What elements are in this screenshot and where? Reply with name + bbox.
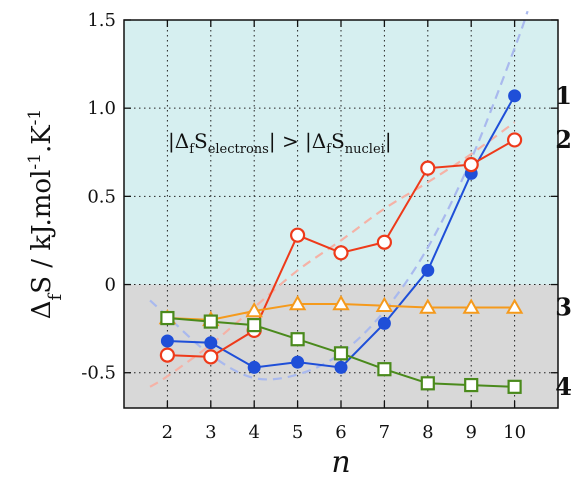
series-label-3: 3 — [555, 292, 572, 321]
annotation-part: f — [326, 142, 332, 157]
data-point — [160, 334, 174, 348]
y-axis-title: ΔfS / kJ.mol-1.K-1 — [25, 109, 66, 319]
series-label-2: 2 — [555, 125, 572, 154]
data-point — [419, 298, 437, 314]
annotation-part: | > |Δ — [269, 129, 326, 154]
data-point — [333, 245, 349, 261]
data-point — [247, 360, 261, 374]
data-point — [505, 298, 524, 314]
data-point — [247, 318, 262, 333]
y-axis-title-part: Δ — [27, 300, 57, 319]
y-axis-title-part: -1 — [25, 109, 45, 126]
annotation-part: S — [194, 129, 208, 153]
series-labels: 1 2 3 4 — [555, 81, 572, 401]
y-tick-label: 0.5 — [87, 186, 116, 207]
y-tick-label: -0.5 — [81, 363, 116, 384]
x-axis-title: n — [331, 445, 350, 480]
data-point — [333, 346, 349, 361]
data-point — [204, 336, 218, 350]
data-series — [158, 89, 524, 394]
data-point — [377, 316, 391, 330]
data-point — [507, 379, 522, 394]
x-tick-label: 5 — [292, 422, 303, 443]
data-point — [421, 263, 435, 277]
fit-curve — [149, 121, 516, 388]
data-point — [376, 234, 392, 250]
data-point — [462, 298, 480, 314]
annotation-part: |Δ — [168, 129, 189, 154]
series-label-1: 1 — [555, 81, 572, 110]
annotation-text: |ΔfSelectrons| > |ΔfSnuclei| — [168, 129, 392, 157]
axis-ticks: 2 3 4 5 6 7 8 9 10 -0.5 0 0.5 1.0 1.5 — [81, 10, 558, 443]
x-tick-label: 4 — [248, 422, 259, 443]
annotation-part: | — [385, 129, 392, 154]
series-label-4: 4 — [555, 372, 572, 401]
data-point — [159, 347, 175, 363]
annotation-part: electrons — [208, 142, 269, 157]
y-tick-label: 0 — [105, 275, 116, 296]
y-axis-title-part: f — [45, 292, 66, 300]
data-point — [291, 355, 305, 369]
data-point — [464, 377, 479, 393]
data-point — [332, 294, 350, 311]
x-tick-label: 7 — [379, 422, 390, 443]
data-point — [377, 362, 392, 377]
fit-curves — [149, 10, 529, 388]
x-tick-label: 6 — [335, 422, 346, 443]
data-point — [375, 296, 394, 312]
data-point — [203, 314, 218, 329]
data-point — [160, 310, 175, 326]
data-point — [203, 349, 219, 365]
y-tick-label: 1.0 — [87, 98, 116, 119]
y-axis-title-part: -1 — [25, 153, 45, 170]
data-point — [334, 360, 348, 374]
y-axis-title-part: S / kJ.mol — [27, 170, 57, 294]
data-point — [420, 160, 436, 176]
data-point — [290, 227, 306, 243]
x-tick-label: 3 — [205, 422, 216, 443]
annotation: |ΔfSelectrons| > |ΔfSnuclei| — [168, 129, 392, 157]
annotation-part: f — [189, 142, 195, 157]
x-tick-label: 8 — [422, 422, 433, 443]
annotation-part: nuclei — [345, 142, 385, 157]
x-tick-label: 10 — [503, 422, 526, 443]
data-point — [420, 376, 435, 391]
y-axis-title-part: .K — [27, 125, 57, 153]
data-point — [506, 132, 523, 148]
data-point — [290, 332, 305, 347]
y-tick-label: 1.5 — [87, 10, 116, 31]
data-point — [463, 157, 479, 173]
x-tick-label: 9 — [465, 422, 476, 443]
annotation-part: S — [331, 129, 345, 153]
x-tick-label: 2 — [162, 422, 173, 443]
data-point — [245, 301, 263, 318]
data-point — [508, 89, 522, 103]
data-point — [288, 294, 307, 311]
